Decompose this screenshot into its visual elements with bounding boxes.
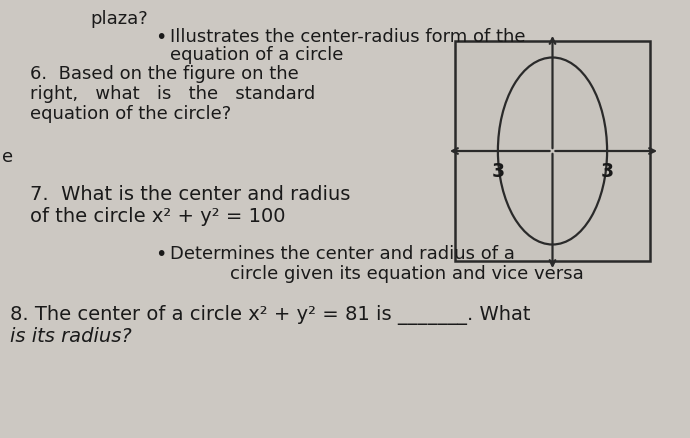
Text: equation of a circle: equation of a circle	[170, 46, 344, 64]
Text: 3: 3	[491, 162, 504, 180]
Text: 8. The center of a circle x² + y² = 81 is _______. What: 8. The center of a circle x² + y² = 81 i…	[10, 304, 531, 324]
Bar	[455, 42, 650, 261]
Text: 3: 3	[600, 162, 613, 180]
Text: of the circle x² + y² = 100: of the circle x² + y² = 100	[30, 207, 286, 226]
Text: circle given its equation and vice versa: circle given its equation and vice versa	[230, 265, 584, 283]
Text: right,   what   is   the   standard: right, what is the standard	[30, 85, 315, 103]
Text: •: •	[155, 28, 166, 47]
Text: equation of the circle?: equation of the circle?	[30, 105, 231, 123]
Text: 6.  Based on the figure on the: 6. Based on the figure on the	[30, 65, 299, 83]
Text: Determines the center and radius of a: Determines the center and radius of a	[170, 244, 515, 262]
Text: •: •	[155, 244, 166, 263]
Text: e: e	[2, 148, 13, 166]
Text: Illustrates the center-radius form of the: Illustrates the center-radius form of th…	[170, 28, 526, 46]
Text: 7.  What is the center and radius: 7. What is the center and radius	[30, 184, 351, 204]
Text: plaza?: plaza?	[90, 10, 148, 28]
Text: is its radius?: is its radius?	[10, 326, 132, 345]
